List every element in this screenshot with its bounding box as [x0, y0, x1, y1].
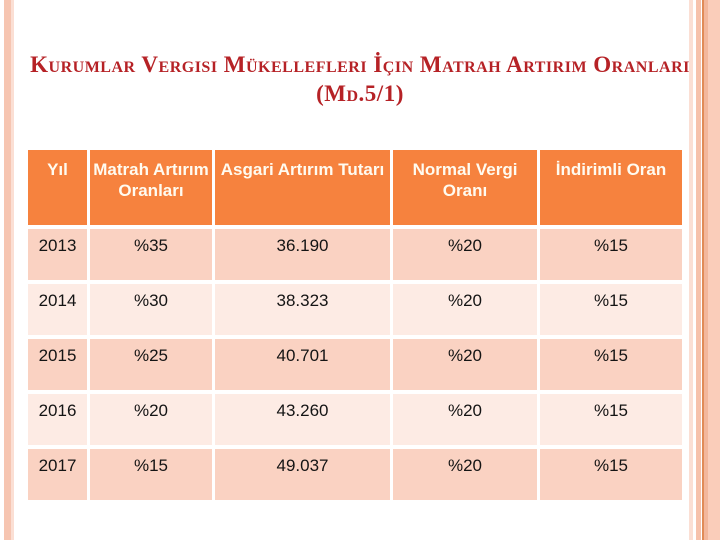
table-cell: %15 — [90, 449, 212, 500]
table-cell: %15 — [540, 394, 682, 445]
table-cell: %15 — [540, 449, 682, 500]
table-cell: %25 — [90, 339, 212, 390]
table-cell: 43.260 — [215, 394, 390, 445]
table-cell: 2017 — [28, 449, 87, 500]
table-cell: %15 — [540, 284, 682, 335]
table-cell: %20 — [393, 339, 537, 390]
table-cell: 2013 — [28, 229, 87, 280]
header-cell-indirimli-oran: İndirimli Oran — [540, 150, 682, 225]
table-cell: %20 — [393, 229, 537, 280]
table-cell: %35 — [90, 229, 212, 280]
table-cell: %20 — [393, 394, 537, 445]
table-cell: %15 — [540, 229, 682, 280]
table-cell: 36.190 — [215, 229, 390, 280]
table-cell: 40.701 — [215, 339, 390, 390]
slide-title-line2: (Md.5/1) — [316, 81, 404, 106]
table-cell: 2016 — [28, 394, 87, 445]
table-cell: 2015 — [28, 339, 87, 390]
right-border-stripe-2 — [696, 0, 701, 540]
right-border-stripe-4 — [704, 0, 708, 540]
right-border-stripe-5 — [708, 0, 720, 540]
table-cell: %20 — [393, 284, 537, 335]
header-cell-asgari-artirim-tutari: Asgari Artırım Tutarı — [215, 150, 390, 225]
table-cell: 2014 — [28, 284, 87, 335]
header-cell-yil: Yıl — [28, 150, 87, 225]
matrah-artirim-table: Yıl Matrah Artırım Oranları Asgari Artır… — [28, 150, 682, 500]
slide-title: Kurumlar Vergisi Mükellefleri İçin Matra… — [0, 50, 720, 108]
table-cell: 38.323 — [215, 284, 390, 335]
table-cell: %15 — [540, 339, 682, 390]
table-cell: 49.037 — [215, 449, 390, 500]
table-cell: %20 — [393, 449, 537, 500]
header-cell-matrah-artirim-oranlari: Matrah Artırım Oranları — [90, 150, 212, 225]
right-border-stripe-1 — [689, 0, 693, 540]
table-cell: %30 — [90, 284, 212, 335]
left-border-stripe — [4, 0, 11, 540]
right-border-stripe-3 — [702, 0, 704, 540]
left-border-stripe-light — [11, 0, 14, 540]
header-cell-normal-vergi-orani: Normal Vergi Oranı — [393, 150, 537, 225]
slide-title-line1: Kurumlar Vergisi Mükellefleri İçin Matra… — [30, 52, 690, 77]
table-cell: %20 — [90, 394, 212, 445]
